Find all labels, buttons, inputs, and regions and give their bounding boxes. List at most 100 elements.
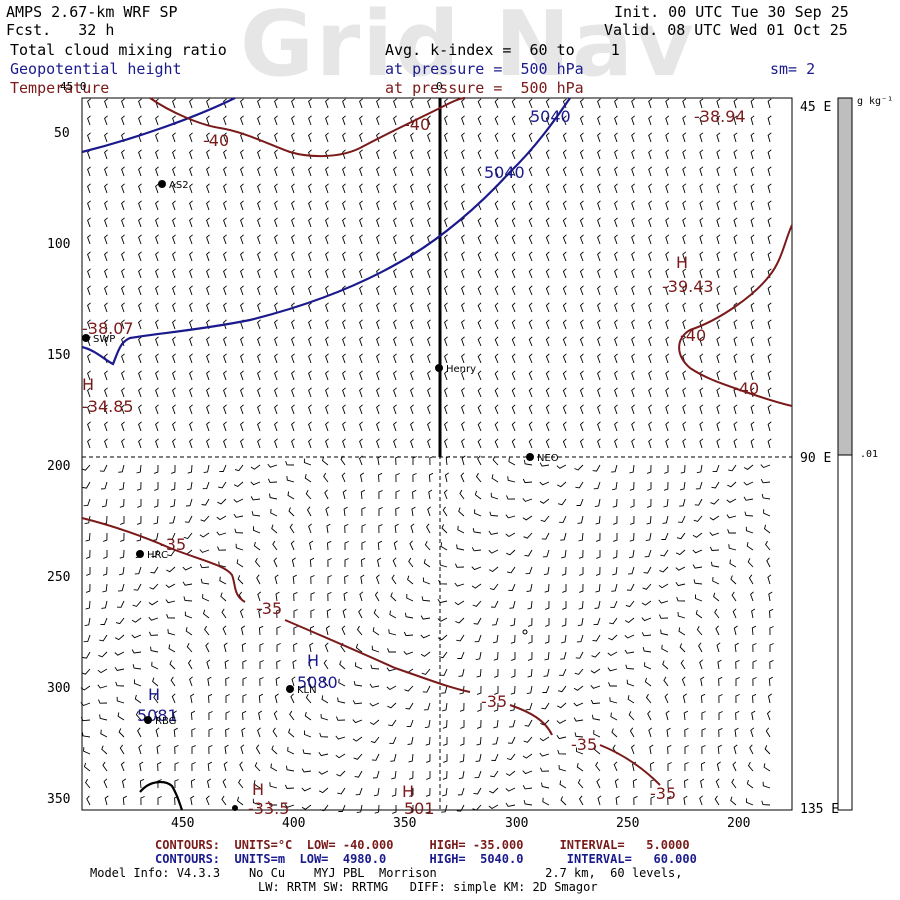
wind-barb bbox=[539, 481, 550, 486]
wind-barb bbox=[578, 532, 584, 542]
station-dot-swp[interactable] bbox=[82, 334, 90, 342]
x-tick-200: 200 bbox=[727, 816, 751, 831]
wind-barb bbox=[138, 234, 142, 245]
wind-barb bbox=[325, 370, 329, 381]
wind-barb bbox=[489, 511, 499, 517]
wind-barb bbox=[190, 693, 195, 704]
wind-barb bbox=[388, 719, 397, 727]
wind-barb bbox=[83, 498, 91, 507]
label-temp-11: -35 bbox=[481, 692, 507, 711]
wind-barb bbox=[593, 617, 601, 626]
wind-barb bbox=[733, 166, 738, 177]
wind-barb bbox=[545, 200, 550, 211]
wind-barb bbox=[733, 132, 738, 143]
colorbar-value: .01 bbox=[860, 449, 879, 460]
wind-barb bbox=[172, 302, 176, 313]
wind-barb bbox=[359, 115, 363, 126]
wind-barb bbox=[257, 404, 261, 415]
station-dot-rbg[interactable] bbox=[144, 716, 152, 724]
wind-barb bbox=[325, 625, 330, 636]
wind-barb bbox=[573, 702, 584, 707]
wind-barb bbox=[206, 336, 210, 347]
wind-barb bbox=[650, 796, 655, 805]
wind-barb bbox=[761, 493, 771, 500]
wind-barb bbox=[579, 98, 584, 109]
wind-barb bbox=[699, 200, 704, 211]
wind-barb bbox=[174, 744, 179, 755]
wind-barb bbox=[155, 421, 159, 432]
wind-barb bbox=[138, 353, 142, 364]
wind-barb bbox=[597, 115, 601, 126]
wind-barb bbox=[189, 438, 193, 449]
wind-barb bbox=[207, 676, 212, 687]
wind-barb bbox=[253, 780, 261, 789]
wind-barb bbox=[189, 676, 193, 687]
wind-barb bbox=[716, 285, 721, 296]
wind-barb bbox=[631, 183, 635, 194]
wind-barb bbox=[614, 336, 618, 347]
wind-barb bbox=[361, 557, 366, 568]
wind-barb bbox=[121, 234, 125, 245]
wind-barb bbox=[458, 668, 465, 677]
wind-barb bbox=[511, 319, 516, 330]
station-dot-kln[interactable] bbox=[286, 685, 294, 693]
wind-barb bbox=[239, 761, 244, 772]
wind-barb bbox=[406, 719, 414, 728]
wind-barb bbox=[579, 251, 584, 262]
wind-barb bbox=[629, 532, 635, 542]
station-dot-as2[interactable] bbox=[158, 180, 166, 188]
wind-barb bbox=[562, 438, 567, 449]
wind-barb bbox=[189, 421, 193, 432]
wind-barb bbox=[104, 404, 108, 415]
wind-barb bbox=[437, 599, 448, 604]
wind-barb bbox=[240, 302, 244, 313]
station-dot-henry[interactable] bbox=[435, 364, 443, 372]
wind-barb bbox=[699, 183, 704, 194]
wind-barb bbox=[104, 370, 108, 381]
wind-barb bbox=[752, 643, 757, 653]
wind-barb bbox=[472, 600, 482, 607]
wind-barb bbox=[120, 761, 125, 772]
station-dot-hrc[interactable] bbox=[136, 550, 144, 558]
wind-barb bbox=[240, 336, 244, 347]
wind-barb bbox=[733, 115, 738, 126]
wind-barb bbox=[664, 465, 669, 474]
wind-barb bbox=[477, 319, 482, 330]
wind-barb bbox=[223, 761, 228, 772]
wind-barb bbox=[100, 617, 108, 625]
wind-barb bbox=[191, 728, 196, 738]
wind-barb bbox=[184, 611, 193, 619]
wind-barb bbox=[393, 98, 397, 109]
label-temp-5: -40 bbox=[680, 326, 706, 345]
wind-barb bbox=[325, 353, 329, 364]
wind-barb bbox=[474, 509, 482, 517]
wind-barb bbox=[597, 336, 601, 347]
wind-barb bbox=[596, 550, 601, 559]
wind-barb bbox=[767, 149, 772, 160]
wind-barb bbox=[341, 625, 346, 636]
wind-barb bbox=[242, 677, 247, 686]
wind-barb bbox=[699, 132, 704, 143]
wind-barb bbox=[646, 464, 652, 474]
wind-barb bbox=[304, 473, 312, 483]
wind-barb bbox=[745, 526, 754, 534]
wind-barb bbox=[511, 115, 516, 126]
wind-barb bbox=[287, 746, 295, 755]
wind-barb bbox=[172, 251, 176, 262]
wind-barb bbox=[104, 421, 108, 432]
wind-barb bbox=[662, 515, 669, 524]
wind-barb bbox=[444, 370, 448, 381]
wind-barb bbox=[183, 596, 193, 602]
wind-barb bbox=[250, 481, 261, 486]
wind-barb bbox=[301, 804, 312, 810]
wind-barb bbox=[524, 719, 533, 727]
station-dot-neo[interactable] bbox=[526, 453, 534, 461]
wind-barb bbox=[410, 302, 414, 313]
wind-barb bbox=[663, 481, 669, 491]
wind-barb bbox=[375, 574, 380, 585]
wind-barb bbox=[189, 285, 193, 296]
wind-barb bbox=[152, 677, 159, 687]
wind-barb bbox=[545, 618, 550, 627]
wind-barb bbox=[250, 464, 261, 470]
wind-barb bbox=[614, 166, 618, 177]
